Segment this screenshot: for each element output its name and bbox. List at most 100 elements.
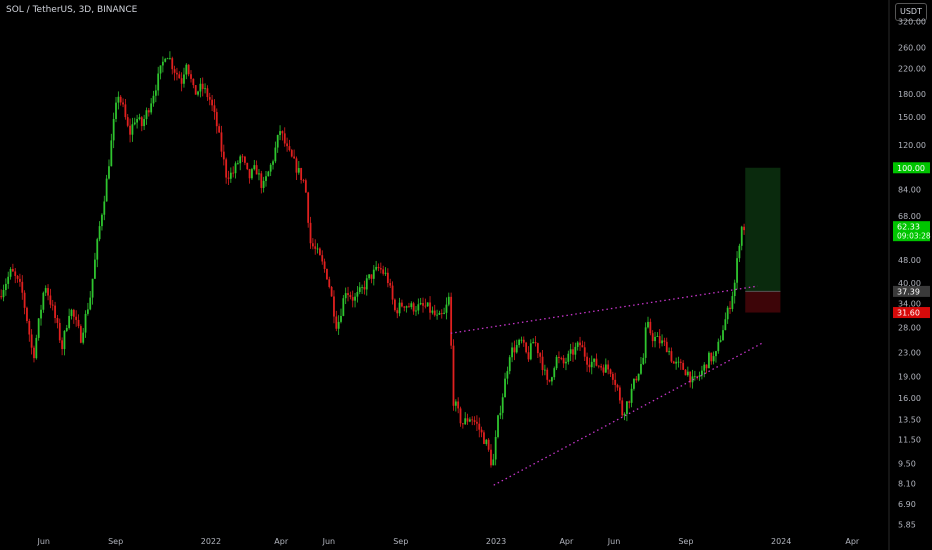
candle-body [192,78,195,86]
candle-body [140,117,143,127]
price-tick-label: 48.00 [898,256,921,265]
candle-body [297,168,300,173]
upper-trendline [450,285,758,334]
candle-body [543,369,546,371]
candle-body [47,288,49,296]
candle-body [117,96,120,103]
candle-body [372,269,375,279]
candle-body [288,146,291,151]
candle-body [56,317,59,323]
candle-body [314,246,317,249]
candle-body [215,112,218,127]
candle-body [677,361,680,363]
price-tick-label: 260.00 [898,44,926,53]
candle-body [307,192,310,223]
candle-body [579,342,581,346]
time-tick-label: Jun [607,537,621,546]
candle-body [722,330,724,341]
candle-body [440,313,443,314]
candle-body [103,201,106,215]
candle-body [14,271,17,276]
candle-body [604,364,607,373]
candle-body [562,358,565,364]
candle-body [522,339,525,343]
candle-body [621,400,624,416]
candle-body [316,248,319,250]
candle-body [26,307,28,321]
candle-body [159,65,162,74]
time-tick-label: Apr [559,537,574,546]
candle-body [419,303,422,305]
time-tick-label: Jun [36,537,50,546]
candle-body [686,371,689,376]
candle-body [518,339,521,346]
candle-body [220,132,223,152]
candle-body [644,327,647,358]
candle-body [328,279,331,287]
candle-body [108,166,110,179]
lower-trendline [493,342,763,486]
time-tick-label: Apr [845,537,860,546]
candle-body [11,268,14,272]
candle-body [670,351,673,362]
candle-body [335,316,338,329]
candle-body [647,321,649,328]
candle-body [729,307,731,310]
candle-body [129,125,131,135]
candle-body [405,306,408,308]
candle-body [354,296,356,301]
stop-price-text: 31.60 [897,309,920,318]
candle-body [452,345,455,406]
candle-body [701,370,703,376]
candle-body [412,303,415,312]
candle-body [323,261,326,269]
time-tick-label: Jun [322,537,336,546]
candle-body [689,371,692,383]
candle-body [255,165,258,175]
candle-body [710,352,713,362]
candle-body [61,340,64,350]
candle-body [733,282,736,297]
candle-body [403,306,406,308]
candle-body [68,315,71,328]
target-price-text: 100.00 [897,164,925,173]
currency-button[interactable]: USDT [895,3,927,21]
candle-body [600,366,603,368]
candle-body [35,337,38,359]
time-axis[interactable]: Jun Sep 2022 Apr Jun Sep 2023 Apr Jun Sep 2024 Apr [36,537,859,546]
candle-body [295,158,298,173]
candle-body [433,310,436,316]
candle-body [279,131,281,136]
countdown-timer: 09:03:28 [897,232,931,241]
candle-body [705,364,708,369]
candle-body [330,286,333,297]
candle-body [49,295,52,305]
candle-body [590,361,593,368]
price-tick-label: 150.00 [898,113,926,122]
time-tick-label: Sep [108,537,123,546]
price-axis[interactable]: 320.00 260.00 220.00 180.00 150.00 120.00 84.0… [898,18,926,530]
candle-body [623,413,626,416]
candle-body [232,172,235,174]
candle-body [272,161,274,165]
candle-body [553,368,556,378]
candle-body [269,164,272,172]
candle-body [743,226,745,231]
candle-body [213,105,216,113]
candle-body [211,99,213,106]
candle-body [401,302,403,307]
price-tick-label: 28.00 [898,324,921,333]
candle-body [576,342,579,347]
candle-body [65,327,68,331]
candle-body [560,357,563,359]
candle-body [166,58,169,60]
candle-body [171,58,174,70]
candle-body [661,340,663,344]
candle-body [684,369,687,376]
candle-body [164,58,167,62]
trendlines [450,285,763,486]
candle-body [225,159,228,178]
current-price-badge [893,221,930,242]
